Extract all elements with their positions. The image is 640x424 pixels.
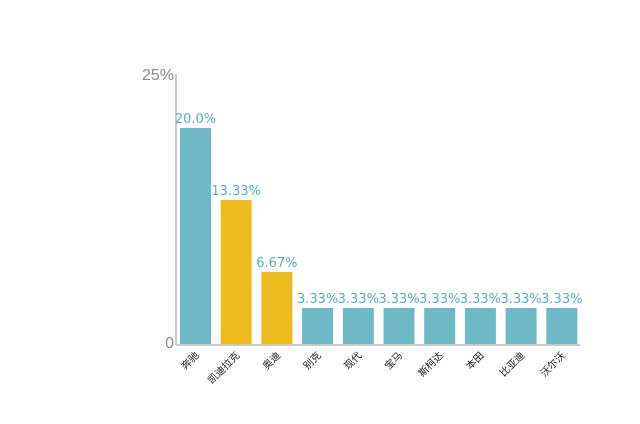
category-label-4: 别克: [301, 350, 324, 373]
data-label-7: 3.33%: [419, 292, 460, 307]
bar-8: [464, 308, 496, 344]
data-label-2: 13.33%: [211, 184, 261, 199]
category-label-9: 比亚迪: [498, 350, 528, 380]
axes: 25% 0: [142, 67, 580, 352]
bar-2: [220, 200, 252, 344]
bar-1: [180, 128, 211, 344]
data-label-4: 3.33%: [297, 292, 338, 307]
data-label-8: 3.33%: [460, 292, 501, 307]
category-labels: 奔驰 凯迪拉克 奥迪 别克 现代 宝马 斯柯达 本田 比亚迪 沃尔沃: [178, 349, 568, 386]
data-label-3: 6.67%: [256, 256, 297, 271]
bar-7: [424, 308, 456, 344]
data-label-10: 3.33%: [541, 292, 582, 307]
data-label-1: 20.0%: [175, 112, 216, 127]
category-label-5: 现代: [342, 350, 365, 373]
bar-5: [342, 308, 374, 344]
category-label-10: 沃尔沃: [538, 349, 568, 379]
category-label-7: 斯柯达: [415, 349, 445, 379]
bar-6: [383, 308, 415, 344]
data-label-6: 3.33%: [378, 292, 419, 307]
category-label-1: 奔驰: [178, 349, 201, 372]
y-tick-label-min: 0: [165, 335, 174, 352]
data-label-5: 3.33%: [338, 292, 379, 307]
bar-10: [546, 308, 578, 344]
bars: [180, 128, 578, 344]
category-label-6: 宝马: [382, 349, 405, 372]
category-label-8: 本田: [463, 349, 486, 372]
bar-3: [261, 272, 293, 344]
bar-4: [302, 308, 334, 344]
category-label-3: 奥迪: [260, 349, 283, 372]
bar-9: [505, 308, 537, 344]
y-tick-label-max: 25%: [142, 67, 174, 84]
data-label-9: 3.33%: [500, 292, 541, 307]
data-labels: 20.0%13.33%6.67%3.33% 3.33% 3.33% 3.33% 3.33…: [175, 112, 583, 307]
category-label-2: 凯迪拉克: [205, 349, 242, 386]
